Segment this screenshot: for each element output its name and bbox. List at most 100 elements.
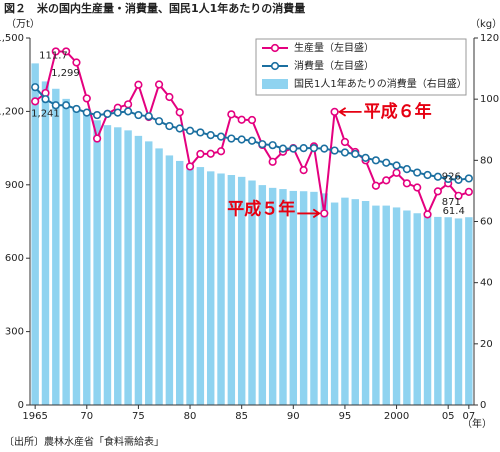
bar [124, 130, 132, 405]
x-tick-label: 90 [287, 411, 300, 422]
marker [175, 108, 184, 117]
bar [93, 120, 101, 405]
marker [371, 181, 381, 190]
marker [51, 101, 60, 110]
data-label: 111.7 [39, 50, 68, 61]
x-tick-label: 85 [235, 411, 248, 422]
annotation: 平成５年 [227, 198, 295, 219]
marker [154, 117, 164, 126]
y2-tick-label: 120 [480, 33, 499, 44]
marker [237, 115, 246, 124]
bar [196, 167, 205, 405]
marker [268, 157, 277, 166]
marker [392, 168, 401, 177]
legend-label: 消費量（左目盛） [294, 59, 374, 72]
y2-tick-label: 0 [480, 400, 486, 411]
marker [402, 179, 411, 188]
x-tick-label: 07 [462, 411, 475, 422]
y-tick-label: 1,500 [0, 33, 24, 44]
y2-tick-label: 20 [480, 339, 493, 350]
bar [320, 193, 328, 405]
marker [154, 80, 164, 89]
marker [278, 144, 288, 153]
legend-box [255, 38, 467, 96]
bar [52, 88, 60, 405]
marker [185, 162, 195, 171]
marker [227, 134, 236, 143]
bar [310, 191, 318, 405]
x-axis-label: （年） [462, 417, 492, 430]
marker [165, 92, 174, 102]
marker [413, 168, 422, 177]
data-label: 871 [442, 197, 461, 208]
marker [113, 108, 122, 117]
marker [454, 191, 463, 200]
marker [371, 156, 381, 165]
legend-swatch [270, 43, 280, 53]
x-tick-label: 1965 [22, 411, 47, 422]
marker [227, 110, 236, 119]
bar [217, 173, 225, 405]
marker [433, 172, 442, 181]
y-axis-label: （万t） [6, 18, 40, 30]
bar [413, 213, 421, 405]
bar [227, 175, 236, 405]
marker [82, 108, 91, 117]
marker [165, 121, 174, 131]
marker [123, 107, 133, 116]
marker [51, 47, 60, 56]
marker [330, 146, 339, 155]
y2-axis-label: （kg） [470, 18, 500, 30]
bar [237, 176, 246, 405]
marker [382, 158, 391, 167]
data-label: 61.4 [443, 206, 465, 217]
bar [454, 218, 463, 405]
bar [279, 189, 287, 405]
bar [248, 180, 256, 405]
data-label: 1,299 [51, 68, 80, 79]
bar [289, 190, 298, 405]
bar [444, 217, 452, 405]
marker [62, 101, 71, 110]
chart-title: 図２ 米の国内生産量・消費量、国民1人1年あたりの消費量 [4, 1, 305, 15]
marker [31, 97, 40, 106]
marker [134, 80, 143, 89]
marker [134, 110, 143, 120]
bar [145, 141, 153, 405]
marker [361, 153, 370, 162]
bar [41, 81, 50, 405]
bar [155, 148, 163, 406]
marker [185, 126, 195, 135]
marker [247, 115, 257, 125]
marker [196, 149, 205, 159]
y-tick-label: 0 [18, 400, 24, 411]
y-tick-label: 1,200 [0, 106, 24, 117]
y-tick-label: 600 [5, 253, 24, 264]
source: 〔出所〕農林水産省「食料需給表」 [4, 435, 164, 448]
marker [206, 131, 215, 140]
marker [340, 148, 350, 157]
marker [144, 112, 153, 121]
marker [444, 174, 453, 184]
marker [216, 132, 226, 141]
y-tick-label: 900 [5, 180, 24, 191]
legend-label: 生産量（左目盛） [294, 41, 374, 54]
bar [206, 171, 215, 405]
marker [247, 136, 257, 145]
y-tick-label: 300 [5, 327, 24, 338]
bar [392, 207, 401, 405]
x-tick-label: 2000 [384, 411, 409, 422]
marker [330, 107, 339, 116]
marker [392, 161, 401, 170]
annotation-arrow [297, 208, 321, 219]
bar [403, 210, 411, 405]
annotation-arrow [337, 107, 362, 117]
marker [423, 210, 432, 219]
annotation: 平成６年 [364, 101, 432, 122]
bar [176, 160, 184, 405]
marker [41, 95, 50, 104]
legend-swatch [270, 61, 280, 71]
marker [258, 140, 267, 149]
x-tick-label: 95 [339, 411, 352, 422]
x-tick-label: 75 [132, 411, 145, 422]
